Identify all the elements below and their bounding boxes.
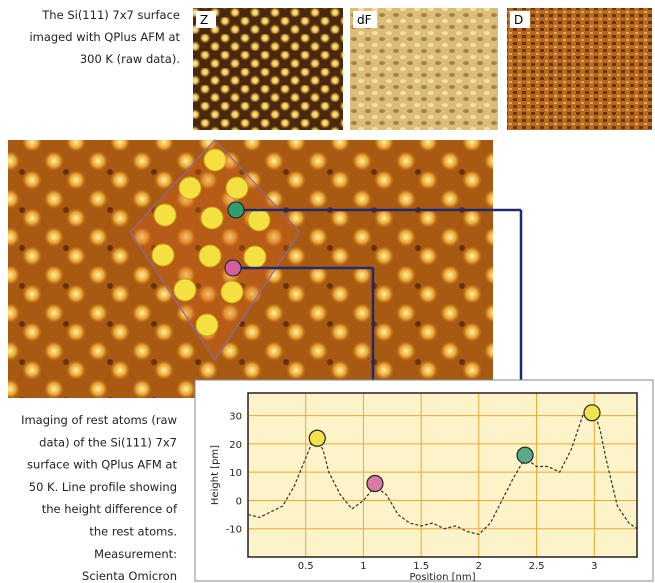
caption-line: Imaging of rest atoms (raw	[21, 413, 177, 427]
rest-atom	[228, 202, 244, 218]
x-tick-label: 1	[360, 561, 366, 572]
caption-line: the height difference of	[42, 502, 178, 516]
figure: The Si(111) 7x7 surface imaged with QPlus…	[0, 0, 655, 583]
image-label: D	[514, 13, 523, 27]
top-caption: The Si(111) 7x7 surface imaged with QPlus…	[29, 8, 180, 66]
x-tick-label: 3	[591, 561, 597, 572]
profile-marker	[517, 447, 533, 463]
x-tick-label: 2	[476, 561, 482, 572]
rest-atom	[225, 260, 241, 276]
caption-line: the rest atoms.	[89, 525, 177, 539]
profile-marker	[309, 430, 325, 446]
caption-line: The Si(111) 7x7 surface	[41, 8, 180, 22]
afm-images: Z dF D	[193, 8, 652, 130]
chart: -10 0 10 20 30 0.5 1 1.5 2 2.5 3 Position [nm] Heigh…	[210, 393, 637, 583]
caption-line: 300 K (raw data).	[80, 52, 180, 66]
caption-line: Scienta Omicron	[82, 569, 177, 583]
caption-line: Measurement:	[94, 547, 177, 561]
y-axis-label: Height [pm]	[210, 445, 221, 505]
x-tick-label: 0.5	[298, 561, 314, 572]
caption-line: surface with QPlus AFM at	[27, 458, 177, 472]
profile-marker	[367, 475, 383, 491]
caption-line: imaged with QPlus AFM at	[29, 30, 180, 44]
x-tick-label: 2.5	[529, 561, 545, 572]
plot-area	[248, 393, 637, 557]
y-tick-label: -10	[226, 525, 242, 536]
y-tick-label: 0	[236, 496, 242, 507]
caption-line: 50 K. Line profile showing	[29, 480, 177, 494]
image-label: Z	[200, 13, 208, 27]
x-tick-label: 1.5	[413, 561, 429, 572]
y-tick-label: 10	[229, 468, 242, 479]
y-tick-label: 20	[229, 440, 242, 451]
caption-line: data) of the Si(111) 7x7	[39, 435, 177, 449]
y-tick-label: 30	[229, 412, 242, 423]
x-axis-label: Position [nm]	[410, 572, 476, 583]
image-label: dF	[357, 13, 372, 27]
bottom-caption: Imaging of rest atoms (raw data) of the S…	[21, 413, 178, 583]
profile-marker	[584, 405, 600, 421]
